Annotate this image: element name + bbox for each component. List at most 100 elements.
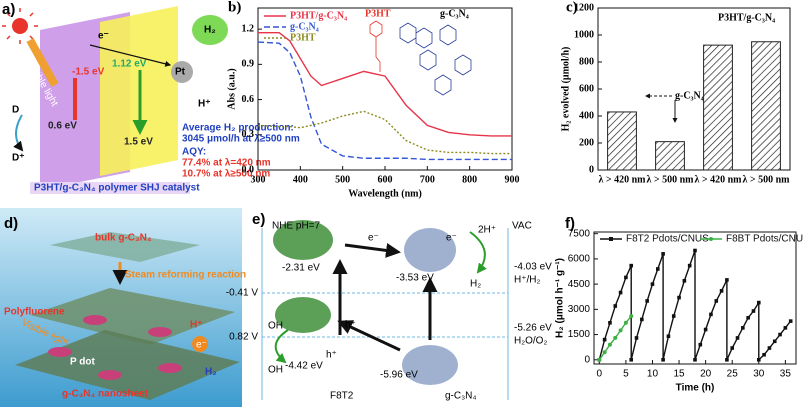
x-tick-label: 30 [753,369,765,380]
marker [788,319,793,323]
marker [624,275,628,280]
y-tick-label: 0.3 [242,129,255,140]
marker [709,312,713,317]
molecule: g-C₃N₄ [445,391,477,402]
marker [608,321,612,325]
marker [714,299,719,303]
species: H₂ [470,279,481,290]
marker [698,342,703,347]
annotation: g-C₃N₄ [440,8,469,19]
energy-label: 0.6 eV [48,121,77,132]
x-tick-label: 15 [673,369,685,380]
marker [623,320,628,325]
label: Steam reforming reaction [125,270,246,281]
marker [655,267,660,271]
nanosheet [30,288,235,345]
legend-label: F8T2 Pdots/CNUS [626,234,709,245]
marker [682,278,687,283]
marker [772,339,777,344]
legend-label: P3HT [290,32,316,43]
marker [693,248,697,253]
marker [725,357,729,362]
y-axis-title: H₂ evolved (μmol/h) [560,47,571,132]
p-dot [48,347,72,357]
marker [746,315,750,320]
marker [666,334,671,339]
pt-particle [171,61,193,83]
y-tick-label: 0 [589,164,594,175]
panel-label: d) [4,215,18,232]
y-tick-label: 400 [579,110,594,121]
level: -3.53 eV [396,273,434,284]
label: Polyfluorene [4,307,65,318]
nanosheet [15,330,240,400]
panel-label: e) [252,211,265,228]
panel-label: c) [566,0,578,15]
h2-bubble [192,15,228,45]
marker [661,357,665,362]
x-tick-label: 0 [597,369,603,380]
panel-d: d) bulk g-C₃N₄ Steam reforming reaction … [0,208,246,407]
y-tick-label: 0 [584,354,590,365]
x-tick-label: 10 [647,369,659,380]
panel-e: e) NHE pH=7 VAC -0.41 V 0.82 V -2.31 eV … [226,211,552,402]
series-line [598,250,792,362]
x-tick-label: 600 [378,174,393,185]
orbital [273,220,333,260]
species: e⁻ [98,31,109,42]
y-tick-label: 7500 [568,228,591,239]
species: e⁻ [368,233,379,244]
species: H⁺ [198,99,211,110]
species: H₂ [204,25,216,36]
marker [756,300,761,305]
y-tick-label: 1000 [574,29,594,40]
x-tick-label: 400 [293,174,308,185]
marker [735,336,740,340]
y-axis-title: Abs (a.u.) [226,68,237,109]
caption-strip [30,182,190,194]
axis-label: NHE pH=7 [272,221,321,232]
redox: H₂O/O₂ [514,336,547,347]
x-tick-label: 800 [462,174,477,185]
annotation: P3HT/g-C₃N₄ [718,12,775,23]
x-tick-label: 35 [780,369,792,380]
x-tick-label: 700 [420,174,435,185]
y-tick-label: 0.9 [242,59,255,70]
species: 2H⁺ [478,225,496,236]
arrow [469,231,487,274]
x-tick-label: λ > 500 nm [742,174,790,185]
x-tick-label: 300 [251,174,266,185]
marker [607,342,612,347]
energy-label: -1.5 eV [72,67,105,78]
marker [629,314,634,319]
electron [192,336,208,352]
marker [618,328,623,333]
marker [602,350,607,355]
panel-a: a) -1.5 eV 1.12 eV 0.6 eV 1.5 eV e⁻ H₂ P… [2,1,300,194]
bulk-sheet [50,232,200,262]
y-tick-label: 4500 [568,279,591,290]
species: D [12,105,19,116]
molecule-sketch [369,20,472,96]
legend-marker [709,237,713,241]
sun [12,18,28,34]
orbital [404,228,456,272]
marker [629,263,634,268]
marker [613,335,618,340]
marker [618,290,623,295]
marker [756,357,761,362]
arrow [344,242,401,258]
chart: 0 1500 3000 4500 6000 7500 0 5 10 15 20 25 30 35 Time … [555,215,803,394]
molecule: F8T2 [330,391,354,402]
marker [629,357,634,362]
y-tick-label: 6000 [568,254,591,265]
y-tick-label: 1200 [574,2,594,13]
y-axis-title: H₂ (μmol h⁻¹ g⁻¹) [555,258,566,338]
y-tick-label: 600 [579,83,594,94]
species: h⁺ [345,320,356,331]
marker [693,357,697,362]
marker [730,346,735,350]
arrow [274,329,289,364]
